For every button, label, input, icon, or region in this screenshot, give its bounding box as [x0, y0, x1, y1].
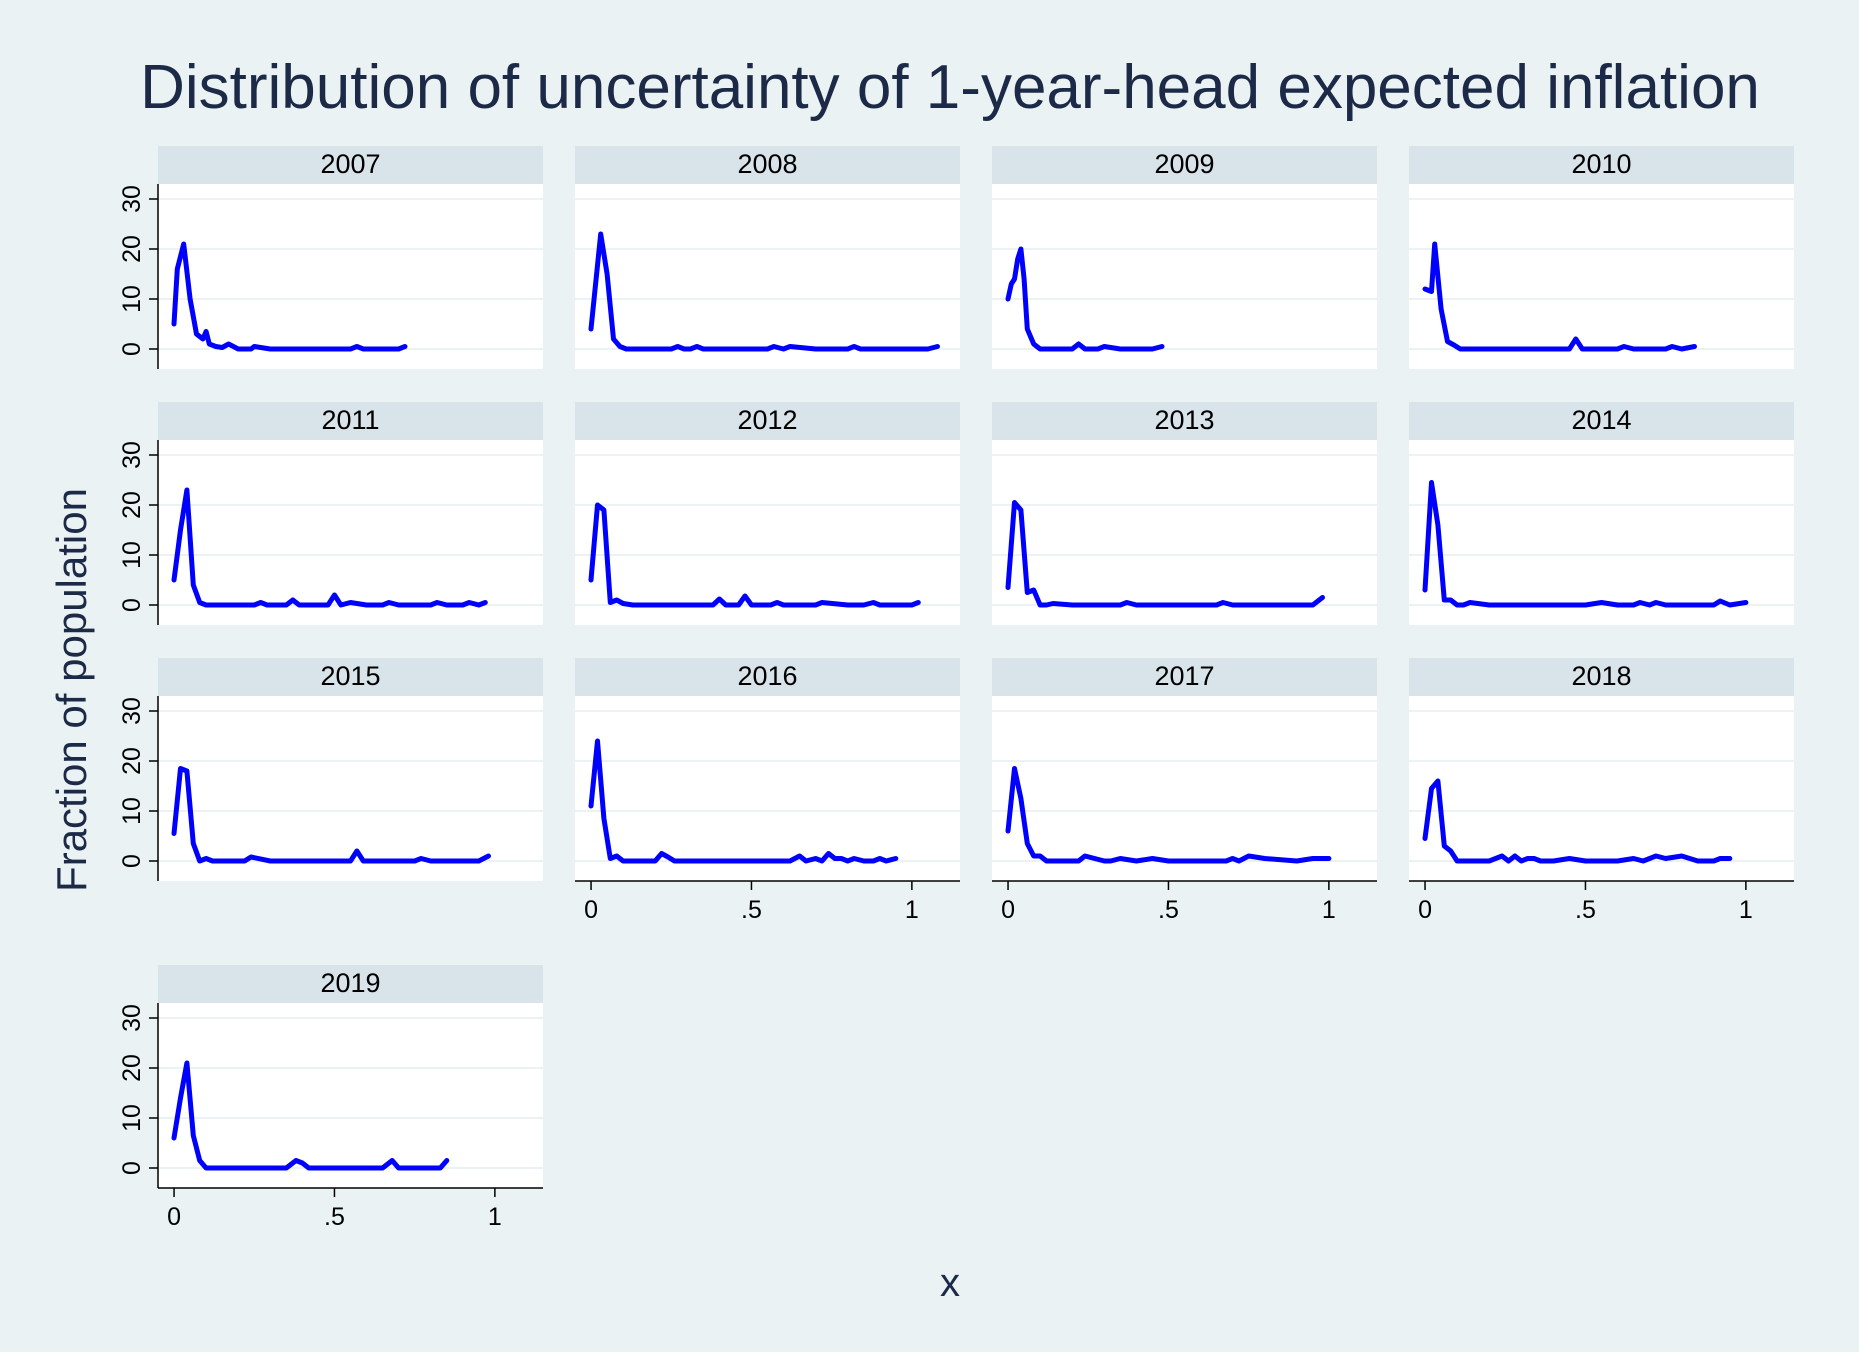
series-line — [171, 1060, 450, 1171]
panel-strip-label: 2009 — [1154, 149, 1214, 179]
panel-2019: 2019 0 10 20 30 0 .5 1 — [118, 965, 543, 1231]
panel-strip-label: 2018 — [1571, 661, 1631, 691]
panel-2016: 2016 0 .5 1 — [575, 658, 960, 924]
panel-strip — [992, 402, 1377, 440]
y-tick-label: 30 — [118, 441, 146, 469]
series-line — [1005, 500, 1325, 608]
y-tick-label: 10 — [118, 285, 146, 313]
panel-2017: 2017 0 .5 1 — [992, 658, 1377, 924]
x-axis-label: x — [940, 1261, 960, 1305]
y-tick-label: 0 — [118, 854, 146, 868]
x-tick-label: .5 — [1158, 896, 1179, 924]
panel-strip-label: 2013 — [1154, 405, 1214, 435]
panel-plot-area — [575, 440, 960, 625]
panel-strip-label: 2008 — [737, 149, 797, 179]
series-line — [171, 241, 408, 352]
panel-2013: 2013 — [992, 402, 1377, 625]
x-tick-label: 0 — [584, 896, 598, 924]
y-tick-label: 20 — [118, 1054, 146, 1082]
panel-plot-area — [992, 440, 1377, 625]
panel-strip-label: 2019 — [320, 968, 380, 998]
panel-2010: 2010 — [1409, 146, 1794, 369]
panel-strip — [158, 402, 543, 440]
y-tick-label: 30 — [118, 697, 146, 725]
series-line — [1422, 241, 1697, 352]
y-tick-label: 30 — [118, 1004, 146, 1032]
panel-2011: 2011 0 10 20 30 — [118, 402, 543, 625]
panel-strip — [575, 146, 960, 184]
series-line — [1005, 246, 1165, 352]
chart-title: Distribution of uncertainty of 1-year-he… — [140, 53, 1760, 122]
panel-2008: 2008 — [575, 146, 960, 369]
series-line — [171, 487, 488, 608]
y-tick-label: 10 — [118, 541, 146, 569]
panel-strip — [1409, 146, 1794, 184]
panel-plot-area — [158, 440, 543, 625]
x-tick-label: .5 — [324, 1203, 345, 1231]
panel-plot-area — [1409, 440, 1794, 625]
panel-strip — [1409, 658, 1794, 696]
panel-strip — [575, 658, 960, 696]
series-line — [1005, 766, 1332, 864]
panel-strip — [158, 965, 543, 1003]
series-line — [588, 738, 899, 864]
x-tick-label: .5 — [741, 896, 762, 924]
panel-strip — [992, 146, 1377, 184]
panel-2018: 2018 0 .5 1 — [1409, 658, 1794, 924]
panel-plot-area — [992, 184, 1377, 369]
panel-strip-label: 2016 — [737, 661, 797, 691]
panel-strip — [1409, 402, 1794, 440]
panel-strip-label: 2011 — [321, 405, 379, 435]
y-tick-label: 10 — [118, 797, 146, 825]
panel-2007: 2007 0 10 20 30 — [118, 146, 543, 369]
panel-strip-label: 2010 — [1571, 149, 1631, 179]
panel-plot-area — [992, 696, 1377, 881]
series-line — [1422, 778, 1733, 864]
y-axis-label: Fraction of population — [48, 488, 95, 892]
x-tick-label: 1 — [905, 896, 919, 924]
x-tick-label: 1 — [1322, 896, 1336, 924]
panel-plot-area — [575, 696, 960, 881]
y-tick-label: 30 — [118, 185, 146, 213]
panel-2015: 2015 0 10 20 30 — [118, 658, 543, 881]
panel-plot-area — [1409, 696, 1794, 881]
x-tick-label: 1 — [488, 1203, 502, 1231]
y-tick-label: 20 — [118, 491, 146, 519]
x-tick-label: 1 — [1739, 896, 1753, 924]
x-tick-label: 0 — [1418, 896, 1432, 924]
series-line — [171, 766, 491, 864]
panel-plot-area — [158, 696, 543, 881]
panel-2014: 2014 — [1409, 402, 1794, 625]
panel-plot-area — [158, 1003, 543, 1188]
panel-strip — [158, 146, 543, 184]
panel-strip-label: 2012 — [737, 405, 797, 435]
y-tick-label: 10 — [118, 1104, 146, 1132]
panel-strip-label: 2015 — [320, 661, 380, 691]
panel-strip — [992, 658, 1377, 696]
series-line — [588, 231, 940, 352]
y-tick-label: 0 — [118, 598, 146, 612]
panel-plot-area — [1409, 184, 1794, 369]
y-tick-label: 20 — [118, 747, 146, 775]
series-line — [1422, 480, 1749, 608]
y-tick-label: 0 — [118, 1161, 146, 1175]
panel-strip — [158, 658, 543, 696]
y-tick-label: 0 — [118, 342, 146, 356]
x-tick-label: 0 — [167, 1203, 181, 1231]
x-tick-label: 0 — [1001, 896, 1015, 924]
panel-plot-area — [575, 184, 960, 369]
panel-strip-label: 2014 — [1571, 405, 1631, 435]
x-tick-label: .5 — [1575, 896, 1596, 924]
panel-2009: 2009 — [992, 146, 1377, 369]
panel-strip — [575, 402, 960, 440]
panel-2012: 2012 — [575, 402, 960, 625]
panel-strip-label: 2017 — [1154, 661, 1214, 691]
series-line — [588, 502, 921, 608]
panel-strip-label: 2007 — [320, 149, 380, 179]
panel-plot-area — [158, 184, 543, 369]
y-tick-label: 20 — [118, 235, 146, 263]
